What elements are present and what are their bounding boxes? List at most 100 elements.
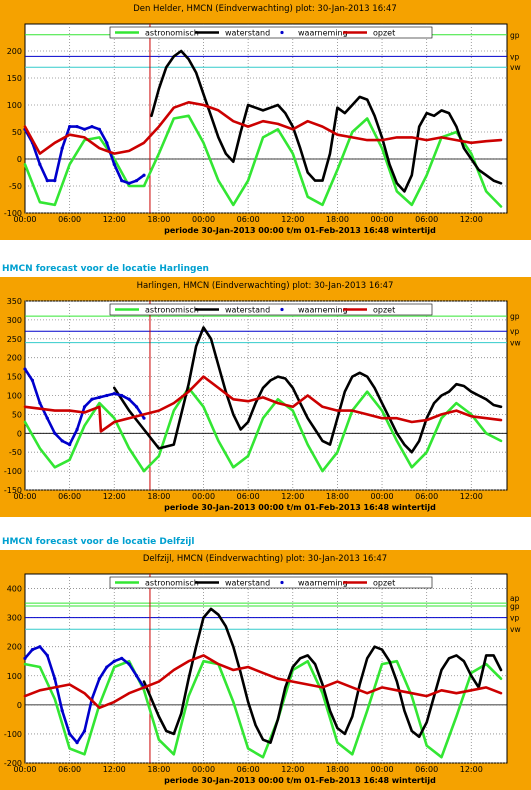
data-point-waarneming xyxy=(60,709,64,713)
data-point-waarneming xyxy=(23,656,27,660)
chart-panel-harlingen: Harlingen, HMCN (Eindverwachting) plot: … xyxy=(0,277,531,517)
x-tick-label: 12:00 xyxy=(103,765,126,774)
y-tick-label: 150 xyxy=(7,373,22,382)
x-tick-label: 00:00 xyxy=(13,765,36,774)
y-tick-label: 250 xyxy=(7,335,22,344)
y-tick-label: 100 xyxy=(7,101,22,110)
data-point-waarneming xyxy=(97,677,101,681)
y-tick-label: 100 xyxy=(7,672,22,681)
x-tick-label: 18:00 xyxy=(326,765,349,774)
data-point-waarneming xyxy=(23,367,27,371)
data-point-waarneming xyxy=(82,405,87,409)
data-point-waarneming xyxy=(120,179,124,183)
x-tick-label: 00:00 xyxy=(192,215,215,224)
data-point-waarneming xyxy=(90,397,94,401)
y-tick-label: 200 xyxy=(7,643,22,652)
data-point-waarneming xyxy=(53,179,57,183)
data-point-waarneming xyxy=(53,677,57,681)
data-point-waarneming xyxy=(68,732,72,736)
series-line-opzet xyxy=(23,101,503,155)
data-point-waarneming xyxy=(30,378,35,382)
y-tick-label: 50 xyxy=(12,128,22,137)
x-tick-label: 00:00 xyxy=(371,765,394,774)
x-tick-label: 06:00 xyxy=(237,492,260,501)
data-point-waarneming xyxy=(142,416,146,420)
heading-delfzijl: HMCN forecast voor de locatie Delfzijl xyxy=(0,535,531,549)
x-axis-caption: periode 30-Jan-2013 00:00 t/m 01-Feb-201… xyxy=(164,776,436,785)
series-line-astronomisch xyxy=(23,386,503,473)
series-line-opzet xyxy=(23,375,503,433)
x-tick-label: 12:00 xyxy=(281,765,304,774)
reference-label-gp: gp xyxy=(510,602,520,611)
data-point-waarneming xyxy=(75,125,79,129)
y-tick-label: 300 xyxy=(7,614,22,623)
y-tick-label: 100 xyxy=(7,392,22,401)
x-tick-label: 06:00 xyxy=(237,215,260,224)
x-tick-label: 00:00 xyxy=(192,765,215,774)
data-point-waarneming xyxy=(105,393,109,398)
y-tick-label: 0 xyxy=(17,429,22,438)
legend-marker-waarneming xyxy=(280,580,284,585)
x-tick-label: 12:00 xyxy=(281,492,304,501)
legend-label-waterstand: waterstand xyxy=(225,306,270,315)
x-tick-label: 12:00 xyxy=(460,492,483,501)
x-tick-label: 18:00 xyxy=(326,492,349,501)
y-tick-label: 200 xyxy=(7,47,22,56)
data-point-waarneming xyxy=(82,729,87,733)
x-tick-label: 12:00 xyxy=(281,215,304,224)
data-point-waarneming xyxy=(134,405,139,409)
data-point-waarneming xyxy=(30,648,35,652)
legend-label-waterstand: waterstand xyxy=(225,579,270,588)
legend-label-astronomisch: astronomisch xyxy=(145,29,199,38)
legend-marker-waarneming xyxy=(280,30,284,35)
x-tick-label: 00:00 xyxy=(192,492,215,501)
x-tick-label: 00:00 xyxy=(371,492,394,501)
data-point-waarneming xyxy=(45,416,49,420)
reference-label-vp: vp xyxy=(510,52,519,61)
x-tick-label: 18:00 xyxy=(147,765,170,774)
y-tick-label: 50 xyxy=(12,410,22,419)
x-axis-caption: periode 30-Jan-2013 00:00 t/m 01-Feb-201… xyxy=(164,226,436,235)
series-line-waterstand xyxy=(150,49,503,193)
x-tick-label: 18:00 xyxy=(326,215,349,224)
data-point-waarneming xyxy=(53,431,57,435)
x-tick-label: 12:00 xyxy=(103,215,126,224)
y-tick-label: -100 xyxy=(4,209,22,218)
legend-label-opzet: opzet xyxy=(373,29,395,38)
y-tick-label: 150 xyxy=(7,74,22,83)
data-point-waarneming xyxy=(134,179,139,183)
chart-harlingen: Harlingen, HMCN (Eindverwachting) plot: … xyxy=(4,281,521,512)
y-tick-label: 0 xyxy=(17,701,22,710)
legend: astronomisch waterstand waarneming opzet xyxy=(109,26,433,39)
chart-title: Den Helder, HMCN (Eindverwachting) plot:… xyxy=(133,4,397,14)
series-line-astronomisch xyxy=(23,114,503,208)
legend-label-waterstand: waterstand xyxy=(225,29,270,38)
series-line-opzet xyxy=(23,654,503,710)
x-tick-label: 06:00 xyxy=(415,492,438,501)
legend-label-opzet: opzet xyxy=(373,579,395,588)
x-tick-label: 12:00 xyxy=(460,215,483,224)
reference-label-vw: vw xyxy=(510,625,521,634)
data-point-waarneming xyxy=(134,674,139,678)
data-point-waarneming xyxy=(97,127,101,131)
y-tick-label: -50 xyxy=(9,448,22,457)
data-point-waarneming xyxy=(105,665,109,669)
plot-area xyxy=(24,23,508,214)
y-tick-label: -150 xyxy=(4,486,22,495)
data-point-waarneming xyxy=(127,181,131,185)
x-tick-label: 18:00 xyxy=(147,215,170,224)
data-point-waarneming xyxy=(112,392,116,396)
reference-label-vp: vp xyxy=(510,327,519,336)
legend-box xyxy=(109,576,433,589)
x-tick-label: 00:00 xyxy=(13,492,36,501)
y-tick-label: -100 xyxy=(4,467,22,476)
reference-label-ap: ap xyxy=(510,594,520,603)
data-point-waarneming xyxy=(45,179,49,183)
y-tick-label: -200 xyxy=(4,759,22,768)
data-point-waarneming xyxy=(75,741,79,745)
data-point-waarneming xyxy=(112,162,116,166)
y-tick-label: 200 xyxy=(7,354,22,363)
legend-box xyxy=(109,303,433,316)
data-point-waarneming xyxy=(68,125,72,129)
series-line-waterstand xyxy=(113,326,503,454)
